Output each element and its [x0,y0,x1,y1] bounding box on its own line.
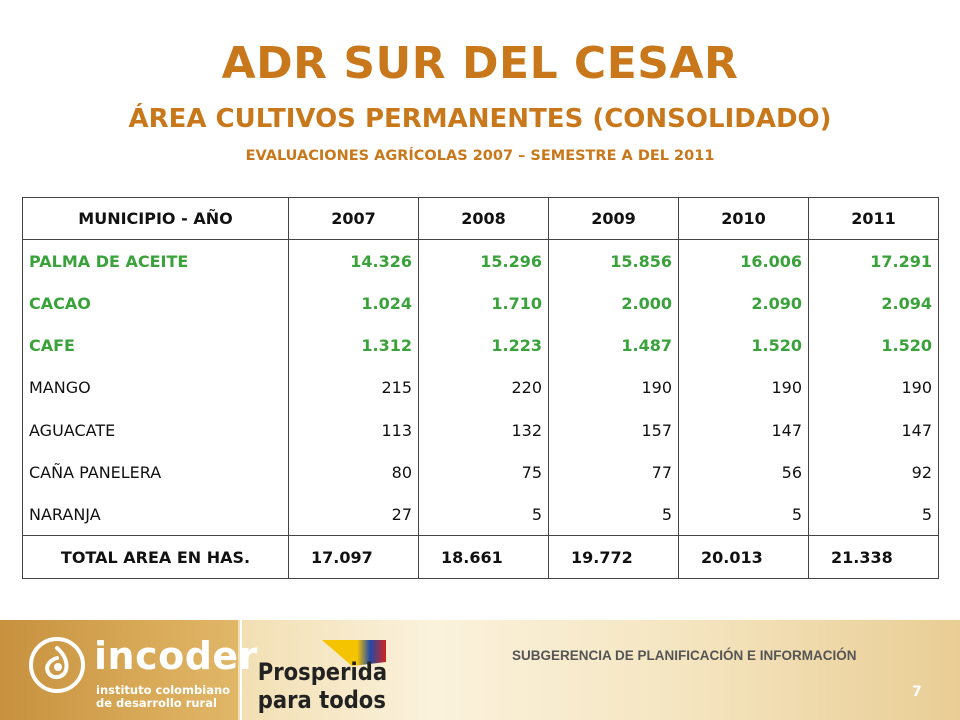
cell-value: 147 [808,408,939,452]
cell-value: 92 [808,451,939,494]
prosperidad-para-todos-logo: Prosperidad para todos [258,640,386,715]
cell-value: 132 [418,408,549,452]
cell-value: 77 [548,451,679,494]
cell-value: 56 [678,451,809,494]
total-value: 19.772 [548,535,679,579]
row-label: CACAO [22,282,289,325]
column-header-2008: 2008 [418,196,549,241]
cell-value: 190 [678,366,809,409]
table-row-palma: PALMA DE ACEITE 14.326 15.296 15.856 16.… [22,239,939,283]
cell-value: 27 [288,493,419,536]
total-label: TOTAL AREA EN HAS. [22,535,289,579]
incoder-tagline-1: instituto colombiano [96,683,231,697]
column-header-2010: 2010 [678,196,809,241]
incoder-logo-block: incoder instituto colombiano de desarrol… [0,620,257,720]
table-row-cafe: CAFE 1.312 1.223 1.487 1.520 1.520 [22,324,939,367]
cell-value: 14.326 [288,239,419,283]
footer-band: incoder instituto colombiano de desarrol… [0,620,960,720]
cell-value: 220 [418,366,549,409]
cell-value: 215 [288,366,419,409]
cell-value: 17.291 [808,239,939,283]
row-label: PALMA DE ACEITE [22,239,289,283]
table-row-cana-panelera: CAÑA PANELERA 80 75 77 56 92 [22,451,939,494]
column-header-2011: 2011 [808,196,939,241]
footer-divider [240,620,242,720]
incoder-emblem-icon [29,637,85,693]
slide-subsubtitle: EVALUACIONES AGRÍCOLAS 2007 – SEMESTRE A… [245,148,715,164]
column-header-2007: 2007 [288,196,419,241]
cell-value: 2.000 [548,282,679,325]
cell-value: 1.312 [288,324,419,367]
column-header-municipio: MUNICIPIO - AÑO [22,196,289,241]
row-label: MANGO [22,366,289,409]
cell-value: 2.094 [808,282,939,325]
crops-area-table: MUNICIPIO - AÑO 2007 2008 2009 2010 2011… [22,196,939,579]
cell-value: 80 [288,451,419,494]
table-row-cacao: CACAO 1.024 1.710 2.000 2.090 2.094 [22,282,939,325]
slogan-line-2: para todos [258,687,386,715]
cell-value: 15.856 [548,239,679,283]
cell-value: 5 [678,493,809,536]
slide-subtitle: ÁREA CULTIVOS PERMANENTES (CONSOLIDADO) [128,104,832,134]
cell-value: 1.710 [418,282,549,325]
cell-value: 113 [288,408,419,452]
cell-value: 1.487 [548,324,679,367]
total-value: 17.097 [288,535,419,579]
slogan-line-1: Prosperidad [258,659,386,687]
cell-value: 75 [418,451,549,494]
cell-value: 1.520 [808,324,939,367]
table-row-naranja: NARANJA 27 5 5 5 5 [22,493,939,536]
table-row-total: TOTAL AREA EN HAS. 17.097 18.661 19.772 … [22,535,939,579]
total-value: 20.013 [678,535,809,579]
cell-value: 15.296 [418,239,549,283]
cell-value: 2.090 [678,282,809,325]
slide-title: ADR SUR DEL CESAR [221,38,739,89]
cell-value: 190 [808,366,939,409]
total-value: 21.338 [808,535,939,579]
row-label: CAFE [22,324,289,367]
column-header-2009: 2009 [548,196,679,241]
cell-value: 5 [548,493,679,536]
cell-value: 1.223 [418,324,549,367]
cell-value: 147 [678,408,809,452]
cell-value: 1.024 [288,282,419,325]
cell-value: 16.006 [678,239,809,283]
slide-number: 7 [912,684,922,700]
cell-value: 1.520 [678,324,809,367]
cell-value: 5 [808,493,939,536]
row-label: AGUACATE [22,408,289,452]
table-row-aguacate: AGUACATE 113 132 157 147 147 [22,408,939,452]
table-header-row: MUNICIPIO - AÑO 2007 2008 2009 2010 2011 [22,196,939,241]
incoder-wordmark: incoder [94,634,258,678]
cell-value: 157 [548,408,679,452]
row-label: CAÑA PANELERA [22,451,289,494]
subgerencia-label: SUBGERENCIA DE PLANIFICACIÓN E INFORMACI… [512,648,857,663]
table-row-mango: MANGO 215 220 190 190 190 [22,366,939,409]
cell-value: 190 [548,366,679,409]
incoder-tagline-2: de desarrollo rural [96,696,217,710]
cell-value: 5 [418,493,549,536]
total-value: 18.661 [418,535,549,579]
row-label: NARANJA [22,493,289,536]
